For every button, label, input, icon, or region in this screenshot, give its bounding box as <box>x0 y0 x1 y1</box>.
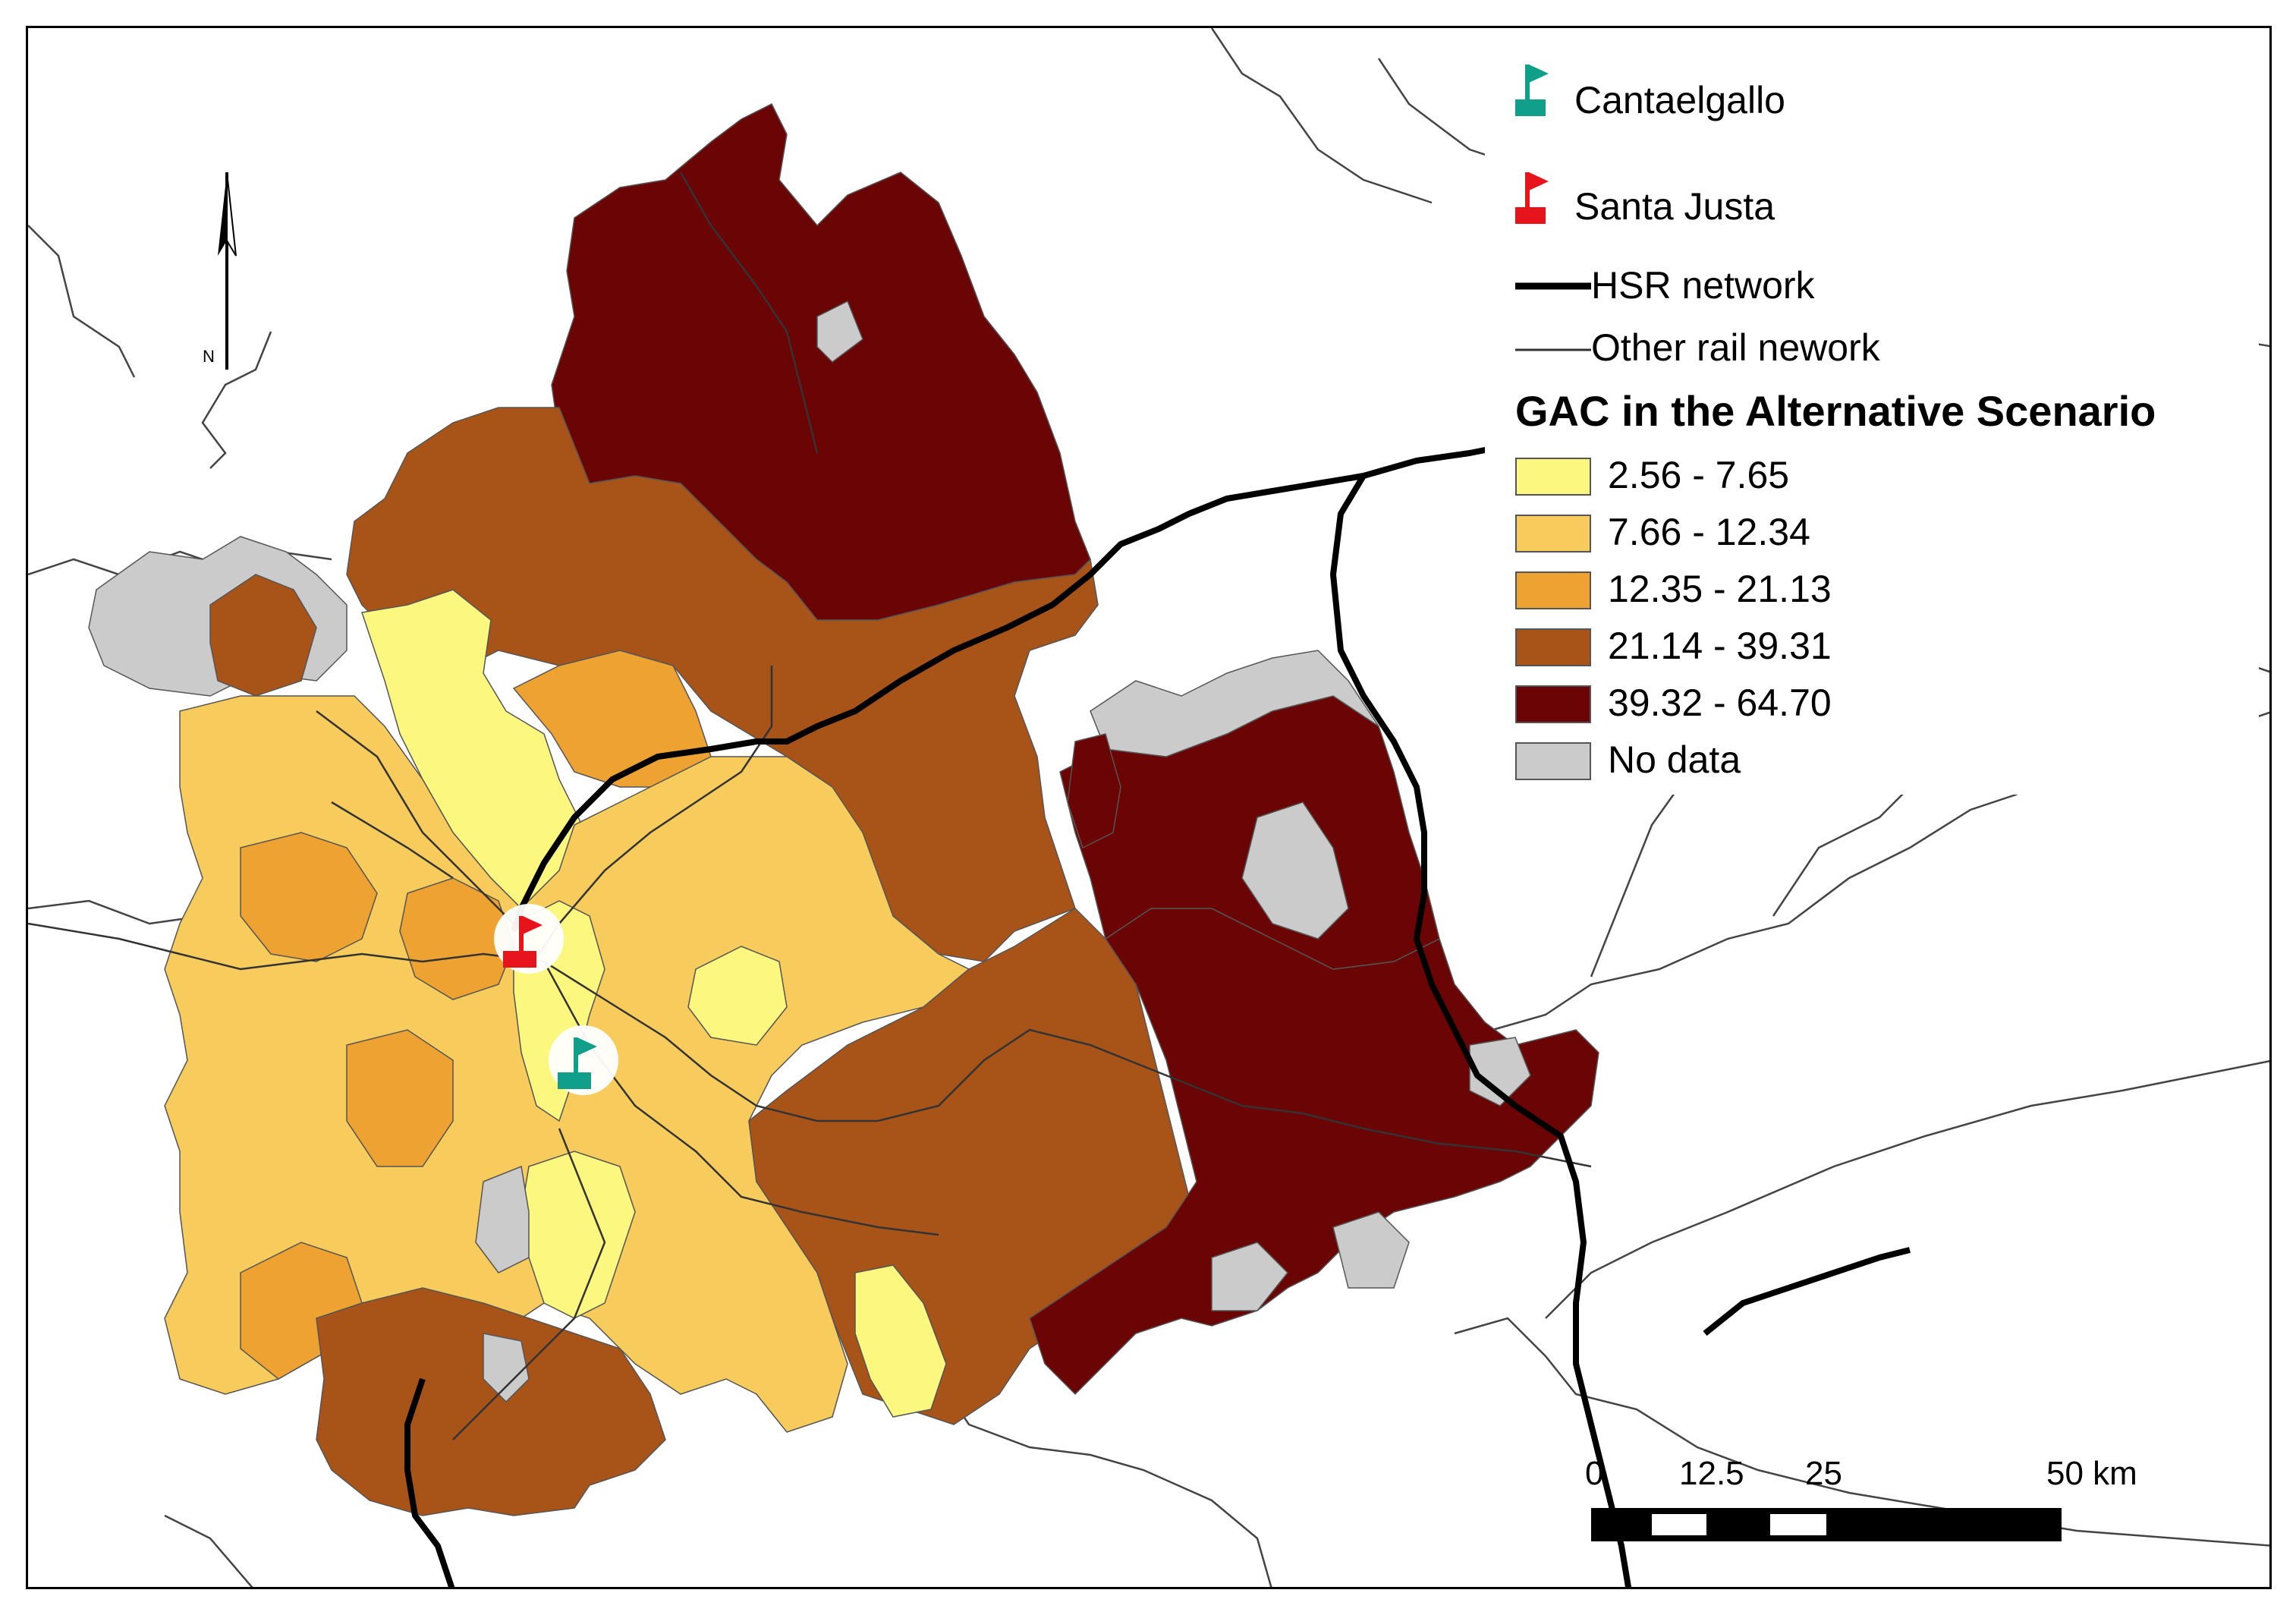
region-dark-patch-1 <box>1067 733 1121 849</box>
region-no-data-east-4 <box>1469 1037 1531 1107</box>
region-orange-sw <box>346 1029 454 1167</box>
legend-santa-justa-label: Santa Justa <box>1574 185 1775 228</box>
legend-santa-justa-flag-icon <box>1515 172 1549 224</box>
legend-swatch-4 <box>1515 628 1591 666</box>
legend-class-3-label: 12.35 - 21.13 <box>1608 568 1832 610</box>
legend-swatch-6 <box>1515 742 1591 780</box>
legend-other-rail-line-icon <box>1515 348 1591 351</box>
scale-label-50km: 50 km <box>2046 1455 2137 1492</box>
region-yellow-east <box>687 946 788 1046</box>
scale-label-0: 0 <box>1585 1455 1604 1492</box>
scale-label-12-5: 12.5 <box>1679 1455 1744 1492</box>
legend-swatch-2 <box>1515 515 1591 552</box>
region-no-data-sw <box>483 1333 530 1403</box>
region-west-brown <box>209 574 317 697</box>
region-no-data-south <box>475 1165 530 1273</box>
santa-justa-flag-icon <box>494 904 564 974</box>
north-arrow-label: N <box>203 347 215 366</box>
map-frame: N Cantaelgallo Santa Justa HSR network O… <box>26 26 2272 1589</box>
north-arrow-icon <box>218 172 237 370</box>
legend-class-2-label: 7.66 - 12.34 <box>1608 511 1810 553</box>
gac-regions <box>88 102 1599 1516</box>
hsr-lines <box>404 442 1911 1587</box>
legend-hsr-line-icon <box>1515 282 1591 290</box>
region-no-data-north <box>816 300 863 363</box>
region-no-data-east-2 <box>1241 801 1349 940</box>
region-orange-city <box>399 877 514 1000</box>
scale-bar <box>1591 1508 2062 1541</box>
legend-class-1-label: 2.56 - 7.65 <box>1608 454 1790 496</box>
region-no-data-east <box>1090 650 1379 757</box>
region-no-data-east-3 <box>1332 1211 1410 1289</box>
region-yellow-south-east <box>854 1264 947 1418</box>
region-north-brown <box>346 407 1099 962</box>
legend-class-4-label: 21.14 - 39.31 <box>1608 625 1832 667</box>
legend-swatch-1 <box>1515 458 1591 496</box>
legend-hsr-label: HSR network <box>1591 264 1815 307</box>
legend-cantaelgallo-flag-icon <box>1515 65 1549 116</box>
map-legend: Cantaelgallo Santa Justa HSR network Oth… <box>1485 51 2259 795</box>
cantaelgallo-flag-icon <box>549 1025 618 1095</box>
legend-swatch-3 <box>1515 571 1591 609</box>
legend-cantaelgallo-label: Cantaelgallo <box>1574 79 1785 121</box>
legend-other-rail-label: Other rail nework <box>1591 326 1880 369</box>
legend-class-6-label: No data <box>1608 738 1741 781</box>
region-orange-west <box>240 832 378 962</box>
choropleth-map <box>28 28 2269 1587</box>
other-rail-lines <box>28 172 1592 1440</box>
region-no-data-east-5 <box>1211 1242 1289 1311</box>
scale-label-25: 25 <box>1805 1455 1842 1492</box>
legend-title: GAC in the Alternative Scenario <box>1515 387 2156 435</box>
legend-class-5-label: 39.32 - 64.70 <box>1608 682 1832 724</box>
legend-swatch-5 <box>1515 685 1591 723</box>
